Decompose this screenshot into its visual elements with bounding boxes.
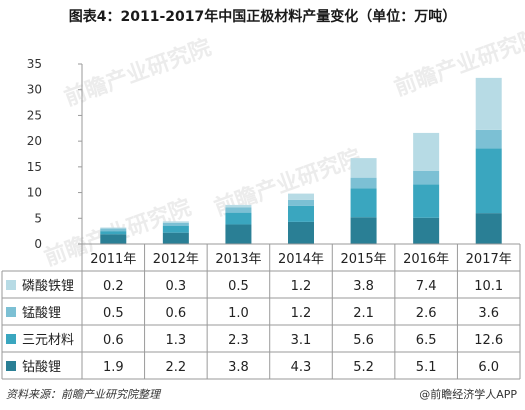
data-label: 2.6 [416, 306, 437, 321]
data-label: 6.0 [478, 360, 499, 375]
bar-segment [350, 177, 377, 189]
bar-segment [225, 212, 252, 225]
data-label: 5.6 [353, 333, 374, 348]
legend-key [6, 307, 16, 317]
data-label: 2.2 [166, 360, 187, 375]
bar-segment [225, 204, 252, 208]
bar-segment [350, 158, 377, 178]
bar-segment [288, 193, 314, 200]
data-label: 0.2 [103, 279, 124, 294]
x-tick-label: 2015年 [341, 252, 387, 267]
x-tick-label: 2014年 [278, 252, 324, 267]
legend-label: 磷酸铁锂 [22, 279, 74, 294]
data-label: 1.2 [291, 306, 312, 321]
x-tick-label: 2013年 [215, 252, 261, 267]
bar-segment [288, 199, 314, 206]
bar-segment [350, 217, 377, 244]
bar-segment [225, 224, 252, 244]
bar-segment [413, 217, 440, 244]
legend-label: 钴酸锂 [22, 360, 61, 375]
data-label: 1.9 [103, 360, 124, 375]
bar-segment [162, 221, 189, 223]
bar-segment [413, 170, 440, 185]
data-label: 0.6 [103, 333, 124, 348]
data-label: 1.3 [166, 333, 187, 348]
x-tick-label: 2016年 [403, 252, 449, 267]
x-tick-label: 2017年 [466, 252, 512, 267]
bar-segment [475, 213, 502, 244]
data-label: 1.0 [228, 306, 249, 321]
legend-label: 锰酸锂 [22, 306, 61, 321]
bar-segment [100, 227, 127, 229]
y-tick-label: 15 [27, 160, 42, 174]
x-tick-label: 2011年 [90, 252, 136, 267]
y-tick-label: 25 [27, 108, 42, 122]
y-tick-label: 35 [27, 57, 42, 71]
y-tick-label: 5 [34, 211, 42, 225]
data-label: 3.8 [228, 360, 249, 375]
y-tick-label: 0 [34, 237, 42, 251]
bar-segment [288, 221, 314, 244]
data-label: 3.8 [353, 279, 374, 294]
bar-segment [162, 226, 189, 233]
bar-segment [100, 231, 127, 235]
bar-segment [350, 188, 377, 218]
legend-key [6, 361, 16, 371]
legend-key [6, 280, 16, 290]
legend-key [6, 334, 16, 344]
data-label: 3.1 [291, 333, 312, 348]
x-tick-label: 2012年 [153, 252, 199, 267]
data-label: 0.5 [228, 279, 249, 294]
data-label: 5.2 [353, 360, 374, 375]
data-label: 2.3 [228, 333, 249, 348]
data-label: 12.6 [474, 333, 503, 348]
data-label: 5.1 [416, 360, 437, 375]
bar-segment [225, 207, 252, 213]
data-label: 7.4 [416, 279, 437, 294]
data-label: 3.6 [478, 306, 499, 321]
y-tick-label: 30 [27, 83, 42, 97]
source-note: 资料来源：前瞻产业研究院整理 [6, 388, 160, 401]
bar-segment [475, 148, 502, 214]
y-tick-label: 10 [27, 186, 42, 200]
data-label: 1.2 [291, 279, 312, 294]
legend-label: 三元材料 [22, 333, 74, 348]
bar-segment [475, 129, 502, 149]
bar-segment [100, 234, 127, 244]
brand-label: @前瞻经济学人APP [419, 388, 517, 401]
bar-segment [162, 232, 189, 244]
bar-segment [288, 205, 314, 222]
y-tick-label: 20 [27, 134, 42, 148]
data-label: 4.3 [291, 360, 312, 375]
data-label: 0.5 [103, 306, 124, 321]
bar-segment [413, 184, 440, 218]
bar-segment [162, 222, 189, 226]
bar-segment [100, 228, 127, 232]
data-label: 2.1 [353, 306, 374, 321]
data-label: 0.6 [166, 306, 187, 321]
bar-segment [413, 132, 440, 171]
data-label: 6.5 [416, 333, 437, 348]
data-label: 0.3 [166, 279, 187, 294]
data-label: 10.1 [474, 279, 503, 294]
chart-title: 图表4：2011-2017年中国正极材料产量变化（单位：万吨） [68, 9, 457, 25]
bar-segment [475, 77, 502, 130]
